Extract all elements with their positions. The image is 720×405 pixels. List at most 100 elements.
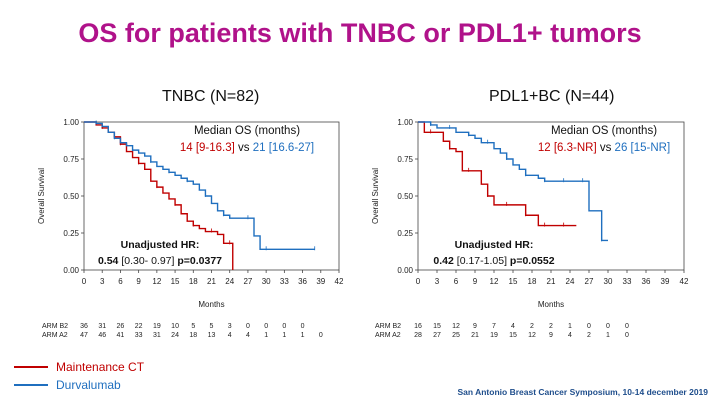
risk-value: 0 [301, 323, 305, 330]
y-tick-label: 0.00 [63, 266, 79, 275]
x-axis-label: Months [198, 300, 224, 309]
x-tick-label: 36 [298, 277, 307, 286]
x-tick-label: 39 [661, 277, 670, 286]
chart-panel-pdl1: 0.000.250.500.751.000 3 6 9 12 15 18 21 24 27 30 33… [371, 118, 689, 339]
x-tick-label: 21 [207, 277, 216, 286]
risk-value: 25 [452, 332, 460, 339]
median-vs: vs [238, 142, 253, 154]
x-tick-label: 18 [189, 277, 198, 286]
risk-value: 4 [246, 332, 250, 339]
x-tick-label: 33 [280, 277, 289, 286]
hr-ci: [0.30- 0.97] [121, 255, 177, 267]
risk-value: 10 [171, 323, 179, 330]
risk-value: 0 [319, 332, 323, 339]
x-tick-label: 9 [473, 277, 478, 286]
hr-label: Unadjusted HR: [455, 239, 534, 251]
x-tick-label: 6 [118, 277, 123, 286]
hr-values: 0.42 [0.17-1.05] p=0.0552 [433, 255, 554, 267]
y-tick-label: 0.25 [63, 229, 79, 238]
risk-value: 0 [625, 332, 629, 339]
chart-title-tnbc: TNBC (N=82) [162, 88, 260, 105]
legend-item-durvalumab: Durvalumab [14, 378, 121, 392]
hr-label: Unadjusted HR: [121, 239, 200, 251]
x-tick-label: 39 [316, 277, 325, 286]
legend-item-maintenance: Maintenance CT [14, 360, 144, 374]
risk-value: 22 [135, 323, 143, 330]
x-tick-label: 15 [171, 277, 180, 286]
risk-value: 4 [228, 332, 232, 339]
x-tick-label: 30 [262, 277, 271, 286]
median-durvalumab: 26 [15-NR] [615, 142, 671, 154]
risk-value: 9 [549, 332, 553, 339]
hr-pvalue: p=0.0552 [510, 255, 555, 267]
x-tick-label: 0 [82, 277, 87, 286]
risk-row-label: ARM B2 [375, 323, 401, 330]
risk-value: 0 [587, 323, 591, 330]
footer-citation: San Antonio Breast Cancer Symposium, 10-… [457, 387, 708, 397]
y-tick-label: 1.00 [397, 118, 413, 127]
x-tick-label: 36 [642, 277, 651, 286]
x-tick-label: 6 [454, 277, 459, 286]
km-curve-durvalumab [418, 121, 608, 242]
km-curve-maintenance [418, 121, 577, 227]
risk-value: 12 [528, 332, 536, 339]
y-tick-label: 1.00 [63, 118, 79, 127]
risk-value: 26 [117, 323, 125, 330]
median-values: 14 [9-16.3] vs 21 [16.6-27] [180, 142, 314, 154]
hr-ci: [0.17-1.05] [457, 255, 510, 267]
median-maintenance: 12 [6.3-NR] [538, 142, 600, 154]
x-tick-label: 18 [528, 277, 537, 286]
risk-value: 4 [568, 332, 572, 339]
y-tick-label: 0.50 [63, 192, 79, 201]
risk-value: 18 [189, 332, 197, 339]
risk-value: 1 [264, 332, 268, 339]
x-tick-label: 15 [509, 277, 518, 286]
risk-value: 7 [492, 323, 496, 330]
y-axis-label: Overall Survival [371, 168, 380, 224]
legend-line-maintenance [14, 366, 48, 368]
x-tick-label: 3 [100, 277, 105, 286]
risk-value: 2 [549, 323, 553, 330]
median-header: Median OS (months) [194, 125, 300, 137]
risk-value: 5 [191, 323, 195, 330]
hr-values: 0.54 [0.30- 0.97] p=0.0377 [98, 255, 222, 267]
risk-value: 5 [210, 323, 214, 330]
median-maintenance: 14 [9-16.3] [180, 142, 238, 154]
risk-value: 0 [264, 323, 268, 330]
x-tick-label: 27 [585, 277, 594, 286]
risk-value: 1 [301, 332, 305, 339]
y-axis-label: Overall Survival [37, 168, 46, 224]
x-tick-label: 0 [416, 277, 421, 286]
risk-value: 0 [625, 323, 629, 330]
y-tick-label: 0.75 [63, 155, 79, 164]
slide-title: OS for patients with TNBC or PDL1+ tumor… [78, 18, 642, 48]
hr-value: 0.54 [98, 255, 121, 267]
legend-label-durvalumab: Durvalumab [56, 378, 121, 392]
risk-value: 15 [433, 323, 441, 330]
risk-value: 33 [135, 332, 143, 339]
risk-value: 12 [452, 323, 460, 330]
risk-row-label: ARM A2 [42, 332, 68, 339]
risk-value: 0 [282, 323, 286, 330]
risk-value: 21 [471, 332, 479, 339]
risk-value: 41 [117, 332, 125, 339]
x-tick-label: 24 [225, 277, 234, 286]
hr-value: 0.42 [433, 255, 456, 267]
median-header: Median OS (months) [551, 125, 657, 137]
y-tick-label: 0.75 [397, 155, 413, 164]
risk-value: 31 [153, 332, 161, 339]
risk-value: 0 [246, 323, 250, 330]
x-tick-label: 42 [335, 277, 344, 286]
risk-value: 28 [414, 332, 422, 339]
chart-title-pdl1: PDL1+BC (N=44) [489, 88, 615, 105]
risk-value: 1 [606, 332, 610, 339]
risk-value: 19 [490, 332, 498, 339]
x-axis-label: Months [538, 300, 564, 309]
risk-value: 24 [171, 332, 179, 339]
x-tick-label: 30 [604, 277, 613, 286]
hr-pvalue: p=0.0377 [177, 255, 222, 267]
median-values: 12 [6.3-NR] vs 26 [15-NR] [538, 142, 670, 154]
risk-row-label: ARM A2 [375, 332, 401, 339]
risk-value: 1 [568, 323, 572, 330]
